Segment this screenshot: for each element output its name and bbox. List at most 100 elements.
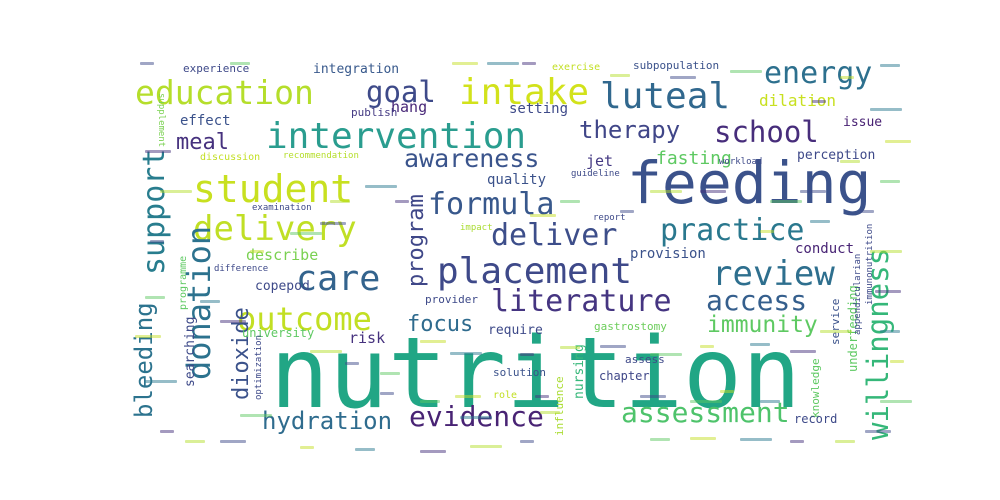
small-word-mark [880, 330, 900, 333]
small-word-mark [540, 411, 560, 414]
word-copepod: copepod [255, 279, 310, 294]
word-formula: formula [428, 187, 554, 222]
word-perception: perception [797, 148, 875, 163]
small-word-mark [620, 210, 634, 213]
word-donation: donation [180, 226, 218, 380]
small-word-mark [135, 335, 161, 338]
word-student: student [193, 167, 353, 211]
word-recommendation: recommendation [283, 151, 359, 161]
small-word-mark [700, 190, 726, 193]
small-word-mark [640, 395, 666, 398]
small-word-mark [520, 440, 534, 443]
word-appendicularian: appendicularian [853, 254, 863, 335]
word-dioxide: dioxide [229, 307, 254, 400]
small-word-mark [650, 190, 682, 193]
small-word-mark [870, 250, 902, 253]
word-jet: jet [586, 152, 613, 170]
word-immunity: immunity [707, 312, 818, 338]
small-word-mark [487, 62, 519, 65]
word-awareness: awareness [404, 144, 539, 173]
small-word-mark [730, 70, 762, 73]
word-education: education [135, 73, 314, 112]
word-workload: workload [719, 157, 762, 167]
small-word-mark [520, 353, 534, 356]
small-word-mark [560, 346, 580, 349]
small-word-mark [145, 296, 165, 299]
word-impact: impact [460, 223, 493, 233]
word-therapy: therapy [579, 116, 680, 144]
word-support: support [137, 149, 172, 275]
small-word-mark [840, 76, 854, 79]
word-hang: hang [391, 98, 427, 116]
small-word-mark [700, 345, 714, 348]
word-fasting: fasting [656, 148, 732, 169]
small-word-mark [220, 320, 246, 323]
word-intake: intake [459, 72, 589, 113]
word-chapter: chapter [599, 369, 650, 383]
small-word-mark [470, 445, 502, 448]
word-meal: meal [176, 130, 229, 155]
word-effect: effect [180, 113, 231, 129]
small-word-mark [455, 395, 481, 398]
word-gastrostomy: gastrostomy [594, 320, 667, 333]
word-solution: solution [493, 366, 546, 379]
word-luteal: luteal [600, 76, 730, 117]
small-word-mark [320, 222, 346, 225]
small-word-mark [380, 392, 394, 395]
small-word-mark [865, 430, 891, 433]
small-word-mark [820, 330, 852, 333]
word-role: role [493, 390, 517, 401]
word-provider: provider [425, 293, 478, 306]
small-word-mark [690, 400, 722, 403]
small-word-mark [150, 240, 164, 243]
word-willingness: willingness [861, 248, 895, 440]
word-report: report [593, 213, 626, 223]
small-word-mark [870, 108, 902, 111]
small-word-mark [880, 400, 912, 403]
word-programme: programme [178, 256, 189, 310]
word-record: record [794, 412, 837, 426]
word-influence: influence [553, 376, 566, 436]
word-care: care [296, 259, 380, 299]
word-issue: issue [843, 115, 882, 130]
small-word-mark [670, 76, 696, 79]
small-word-mark [250, 250, 264, 253]
word-goal: goal [366, 75, 436, 109]
small-word-mark [300, 446, 314, 449]
small-word-mark [365, 185, 397, 188]
word-energy: energy [764, 56, 872, 91]
small-word-mark [355, 448, 375, 451]
small-word-mark [750, 343, 770, 346]
small-word-mark [395, 200, 409, 203]
word-immunonutrition: immunonutrition [865, 224, 875, 305]
small-word-mark [860, 210, 874, 213]
word-bleeding: bleeding [130, 302, 158, 418]
small-word-mark [812, 100, 826, 103]
word-access: access [706, 284, 807, 317]
small-word-mark [560, 200, 580, 203]
word-subpopulation: subpopulation [633, 59, 719, 72]
word-program: program [404, 194, 429, 287]
word-quality: quality [487, 172, 546, 188]
small-word-mark [522, 62, 536, 65]
small-word-mark [160, 430, 174, 433]
word-delivery: delivery [193, 209, 357, 249]
word-service: service [829, 299, 842, 345]
small-word-mark [185, 440, 205, 443]
word-publish: publish [351, 106, 397, 119]
word-intervention: intervention [266, 116, 526, 157]
small-word-mark [220, 440, 246, 443]
small-word-mark [790, 440, 804, 443]
small-word-mark [420, 400, 440, 403]
small-word-mark [290, 232, 322, 235]
small-word-mark [790, 350, 816, 353]
small-word-mark [690, 437, 716, 440]
word-assessment: assessment [621, 396, 790, 429]
word-knowledge: knowledge [809, 358, 822, 418]
small-word-mark [460, 416, 492, 419]
small-word-mark [875, 290, 901, 293]
word-exercise: exercise [552, 62, 600, 73]
word-guideline: guideline [571, 169, 620, 179]
word-feeding: feeding [627, 149, 871, 217]
